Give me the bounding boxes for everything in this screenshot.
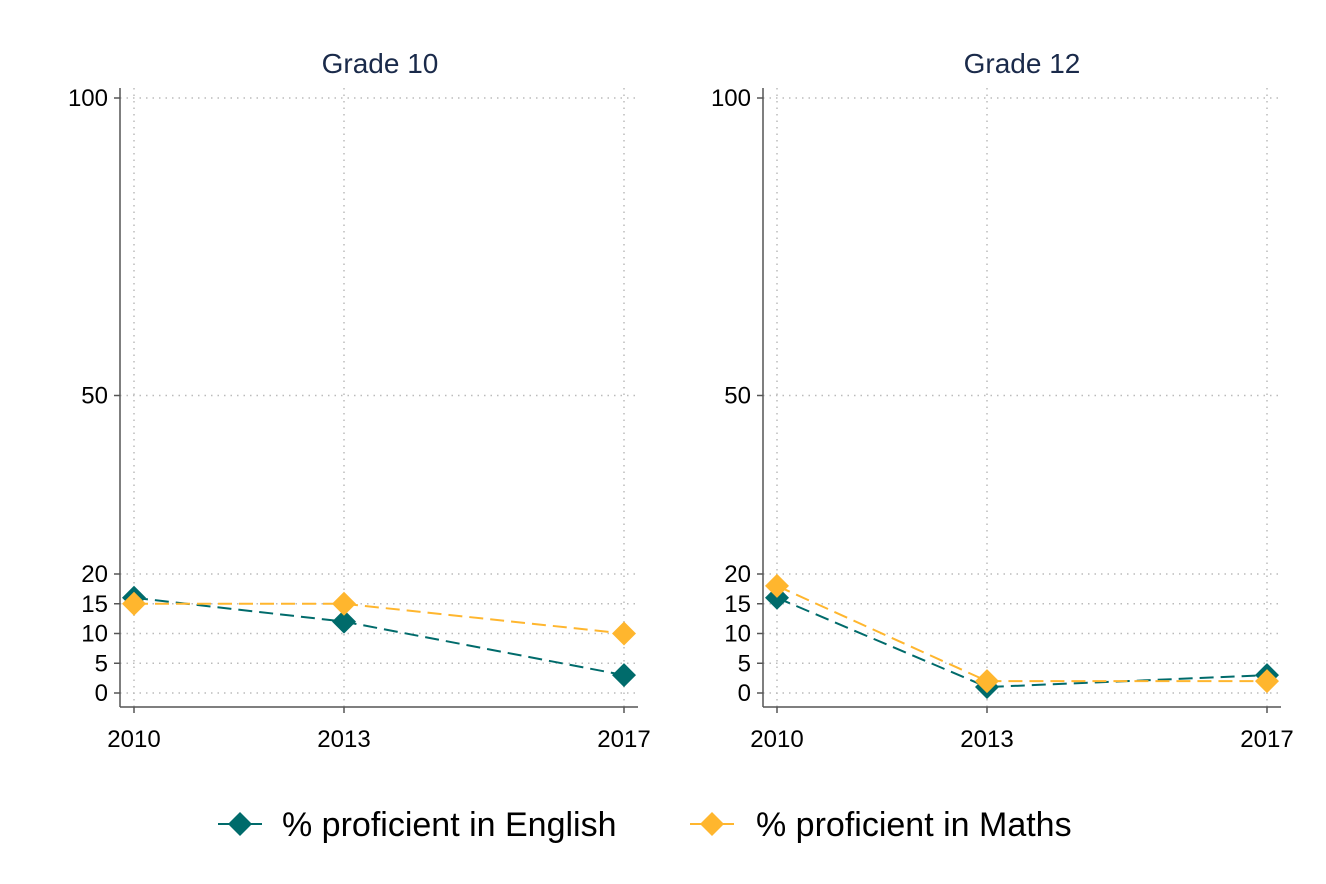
series-line-maths xyxy=(134,602,625,635)
legend-marker-maths xyxy=(700,812,724,836)
panel-2: 0 510 15 20 50 100 2010 2013 2017 Grade 12 xyxy=(711,48,1294,753)
y-tick-label: 10 xyxy=(81,621,108,648)
y-tick-label: 100 xyxy=(68,85,108,112)
x-tick-label: 2010 xyxy=(750,726,803,753)
y-tick-label: 15 xyxy=(81,591,108,618)
y-tick-label: 10 xyxy=(724,621,751,648)
data-point-maths xyxy=(612,621,636,646)
panel-1: 0 510 15 20 50 100 2010 2013 2017 Grade 10 xyxy=(68,48,651,753)
y-tick-label: 50 xyxy=(724,383,751,410)
data-point-maths xyxy=(1255,669,1279,694)
y-tick-label: 15 xyxy=(724,591,751,618)
data-point-maths xyxy=(765,573,789,598)
panel-title: Grade 10 xyxy=(322,48,439,79)
y-tick-label: 0 xyxy=(95,680,108,707)
y-tick-label: 50 xyxy=(81,383,108,410)
x-tick-label: 2013 xyxy=(960,726,1013,753)
y-tick-label: 5 xyxy=(95,650,108,677)
legend: % proficient in English % proficient in M… xyxy=(218,806,1072,844)
series-line-english xyxy=(776,596,1268,689)
series-line-maths xyxy=(776,584,1267,683)
y-tick-label: 20 xyxy=(81,561,108,588)
data-point-maths xyxy=(975,669,999,694)
x-tick-label: 2017 xyxy=(1240,726,1293,753)
legend-label: % proficient in English xyxy=(282,806,617,844)
legend-marker-english xyxy=(228,812,252,836)
y-tick-label: 100 xyxy=(711,85,751,112)
data-point-english xyxy=(612,663,636,688)
legend-label: % proficient in Maths xyxy=(756,806,1072,844)
data-point-maths xyxy=(332,591,356,616)
y-tick-label: 0 xyxy=(738,680,751,707)
y-tick-label: 20 xyxy=(724,561,751,588)
data-point-english xyxy=(332,609,356,634)
data-point-maths xyxy=(122,591,146,616)
y-tick-label: 5 xyxy=(738,650,751,677)
panel-title: Grade 12 xyxy=(964,48,1081,79)
x-tick-label: 2010 xyxy=(107,726,160,753)
x-tick-label: 2013 xyxy=(317,726,370,753)
x-tick-label: 2017 xyxy=(597,726,650,753)
